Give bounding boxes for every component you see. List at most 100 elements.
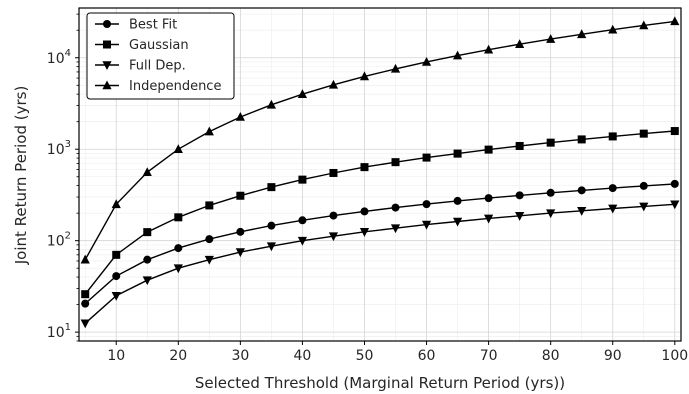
data-point-full-dep [421, 220, 432, 230]
data-point-gaussian [639, 129, 648, 138]
data-point-best-fit [329, 211, 338, 220]
data-point-best-fit [236, 227, 245, 236]
data-point-independence [484, 44, 494, 54]
data-point-independence [328, 79, 339, 89]
data-point-best-fit [360, 207, 369, 216]
data-point-independence [639, 20, 649, 30]
data-point-independence [142, 167, 152, 177]
data-point-full-dep [111, 291, 121, 301]
data-point-gaussian [391, 158, 400, 167]
data-point-full-dep [608, 204, 618, 214]
data-point-full-dep [452, 217, 463, 227]
data-point-full-dep [639, 202, 649, 212]
data-point-gaussian [422, 153, 431, 162]
data-point-independence [515, 39, 525, 49]
data-point-full-dep [173, 264, 183, 274]
series-full-dep [80, 200, 680, 329]
data-point-full-dep [328, 232, 339, 242]
x-tick-label: 60 [418, 348, 436, 364]
y-tick-label: 104 [47, 48, 71, 67]
x-axis-label: Selected Threshold (Marginal Return Peri… [195, 374, 565, 392]
legend-box [86, 12, 235, 100]
axis-ticks: 10 20 30 40 50 60 70 80 90 100 101 102 103 104 [47, 13, 688, 364]
data-point-independence [111, 199, 121, 209]
data-point-full-dep [390, 224, 401, 234]
data-point-independence [173, 144, 183, 154]
legend-label-full-dep: Full Dep. [129, 59, 186, 74]
data-point-gaussian [484, 145, 493, 154]
legend-label-best-fit: Best Fit [129, 18, 177, 33]
data-point-gaussian [81, 290, 90, 299]
data-point-independence [577, 29, 587, 39]
data-point-gaussian [453, 149, 462, 158]
data-point-gaussian [670, 127, 679, 136]
data-point-best-fit [546, 188, 555, 197]
y-tick-label: 102 [47, 231, 71, 250]
data-point-gaussian [236, 191, 245, 200]
x-tick-label: 40 [294, 348, 312, 364]
data-point-independence [204, 126, 214, 136]
data-point-independence [452, 50, 463, 60]
series-gaussian [81, 127, 679, 299]
data-point-gaussian [608, 132, 617, 141]
legend-label-independence: Independence [129, 79, 221, 94]
legend-marker-independence [102, 80, 112, 90]
data-point-full-dep [577, 207, 587, 216]
x-tick-label: 80 [542, 348, 560, 364]
data-point-full-dep [546, 209, 556, 219]
y-tick-label: 103 [47, 139, 71, 158]
x-tick-label: 90 [604, 348, 622, 364]
data-point-best-fit [298, 216, 307, 225]
series-line-independence [84, 20, 675, 261]
series-line-full-dep [84, 203, 675, 324]
data-point-gaussian [329, 168, 338, 177]
data-point-best-fit [267, 221, 276, 230]
series-line-gaussian [84, 130, 675, 295]
data-point-best-fit [484, 194, 493, 203]
x-tick-label: 30 [231, 348, 249, 364]
data-point-full-dep [670, 200, 680, 210]
data-point-gaussian [515, 141, 524, 150]
data-point-gaussian [298, 175, 307, 184]
x-tick-label: 70 [480, 348, 498, 364]
legend-marker-full-dep [102, 61, 112, 70]
data-point-gaussian [205, 201, 214, 210]
legend: Best Fit Gaussian Full Dep. Independence [86, 12, 235, 100]
data-point-best-fit [81, 299, 90, 308]
x-tick-label: 10 [107, 348, 125, 364]
y-tick-label: 101 [47, 322, 71, 341]
data-point-independence [266, 99, 276, 109]
y-axis-label: Joint Return Period (yrs) [12, 86, 30, 266]
series-line-best-fit [84, 183, 675, 305]
data-point-full-dep [297, 236, 308, 246]
data-point-gaussian [577, 135, 586, 144]
data-point-gaussian [174, 213, 183, 222]
data-point-full-dep [80, 319, 90, 329]
data-point-best-fit [453, 196, 462, 205]
data-point-full-dep [235, 248, 245, 258]
data-point-full-dep [484, 214, 494, 224]
x-tick-label: 20 [169, 348, 187, 364]
series-independence [80, 16, 680, 264]
data-point-best-fit [577, 186, 586, 195]
legend-label-gaussian: Gaussian [129, 38, 189, 53]
data-point-gaussian [360, 163, 369, 172]
grid [79, 8, 681, 342]
legend-marker-gaussian [103, 40, 111, 49]
data-point-independence [297, 89, 308, 98]
x-tick-label: 100 [661, 348, 688, 364]
data-point-full-dep [204, 255, 214, 265]
data-point-full-dep [142, 276, 152, 286]
data-point-best-fit [391, 203, 400, 212]
data-point-best-fit [174, 244, 183, 253]
data-point-independence [421, 56, 432, 66]
data-point-full-dep [359, 228, 370, 237]
data-point-best-fit [205, 235, 214, 244]
data-point-full-dep [515, 212, 525, 221]
data-point-best-fit [143, 255, 152, 264]
data-point-independence [80, 254, 90, 264]
data-point-independence [670, 16, 680, 26]
data-point-best-fit [639, 181, 648, 190]
data-point-best-fit [112, 272, 121, 281]
data-point-gaussian [267, 183, 276, 192]
